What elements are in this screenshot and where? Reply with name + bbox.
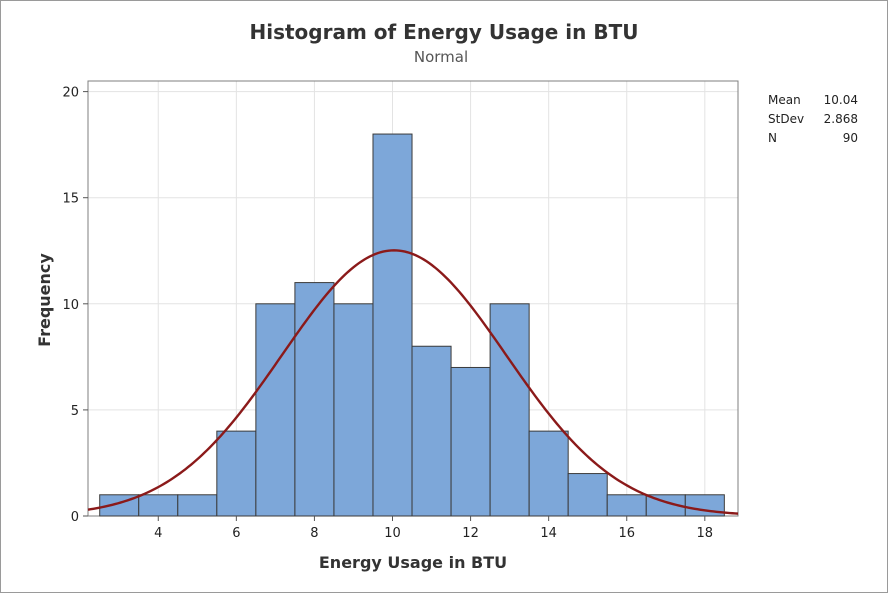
chart-title: Histogram of Energy Usage in BTU xyxy=(250,20,639,44)
y-axis-ticks: 0 5 10 15 20 xyxy=(62,86,88,525)
histogram-bar xyxy=(567,473,608,517)
histogram-bar xyxy=(489,303,530,517)
histogram-bar xyxy=(177,494,218,517)
chart-subtitle: Normal xyxy=(414,48,468,66)
stat-label: StDev xyxy=(768,112,804,126)
x-tick-label: 16 xyxy=(618,526,635,541)
stats-box: Mean 10.04 StDev 2.868 N 90 xyxy=(768,93,858,145)
y-tick-label: 5 xyxy=(71,404,79,419)
x-tick-label: 12 xyxy=(462,526,479,541)
stat-value: 90 xyxy=(843,131,858,145)
y-tick-label: 20 xyxy=(62,86,79,101)
y-axis-label: Frequency xyxy=(35,253,54,347)
histogram-bars xyxy=(99,133,725,517)
x-axis-ticks: 4 6 8 10 12 14 16 18 xyxy=(154,516,713,541)
histogram-bar xyxy=(411,345,452,517)
x-tick-label: 8 xyxy=(310,526,318,541)
x-tick-label: 10 xyxy=(384,526,401,541)
stat-value: 2.868 xyxy=(824,112,858,126)
stat-label: Mean xyxy=(768,93,801,107)
stat-value: 10.04 xyxy=(824,93,858,107)
histogram-bar xyxy=(294,282,335,517)
histogram-bar xyxy=(450,366,491,517)
x-axis-label: Energy Usage in BTU xyxy=(319,553,507,572)
histogram-bar xyxy=(372,133,413,517)
histogram-bar xyxy=(606,494,647,517)
x-tick-label: 18 xyxy=(697,526,714,541)
histogram-bar xyxy=(528,430,569,517)
histogram-bar xyxy=(216,430,257,517)
x-tick-label: 4 xyxy=(154,526,162,541)
y-tick-label: 15 xyxy=(62,192,79,207)
x-tick-label: 6 xyxy=(232,526,240,541)
histogram-bar xyxy=(255,303,296,517)
y-tick-label: 10 xyxy=(62,298,79,313)
y-tick-label: 0 xyxy=(71,510,79,525)
histogram-bar xyxy=(333,303,374,517)
histogram-bar xyxy=(138,494,179,517)
normal-fit-curve xyxy=(87,249,739,515)
x-tick-label: 14 xyxy=(540,526,557,541)
stat-label: N xyxy=(768,131,777,145)
